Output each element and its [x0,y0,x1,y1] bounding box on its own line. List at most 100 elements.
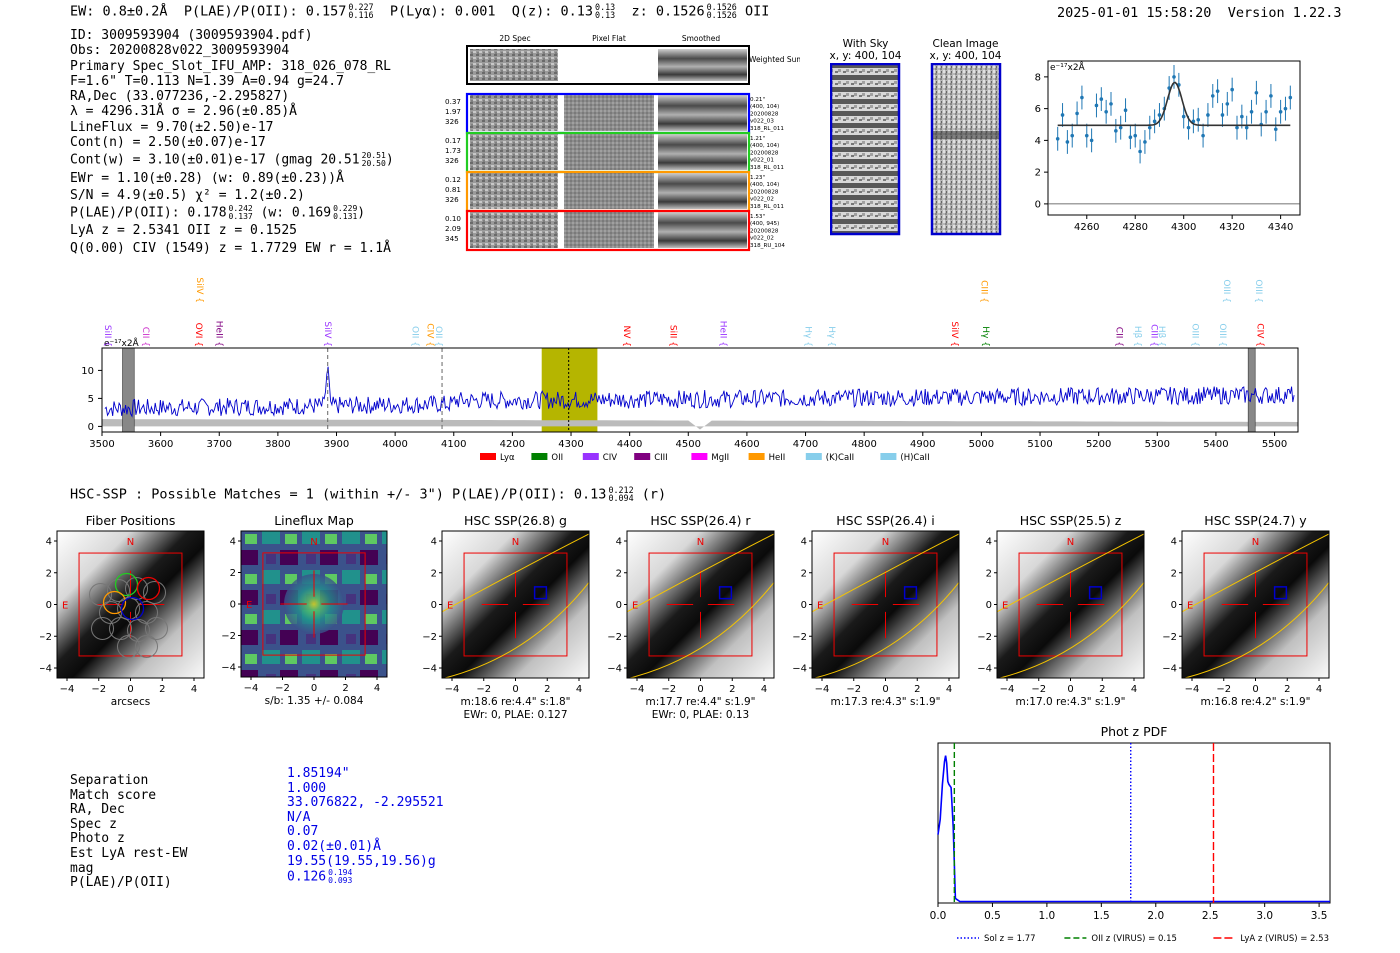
hsc-y-tick-label: 0 [46,600,52,611]
spectrum-x-tick-label: 5000 [969,439,994,450]
hsc-y-tick-label: −4 [607,664,622,675]
zoom-data-point [1138,149,1142,154]
hsc-target-box [903,586,918,600]
cutout-pixel-flat [564,212,654,248]
cutout-right-label: 318_RL_011 [750,165,784,171]
hsc-east-label: E [1187,601,1193,612]
fiber-circle [125,577,148,600]
spectrum-line-label: SiIV { [194,277,204,303]
zoom-data-point [1133,133,1138,138]
hsc-ellipse-arc [626,533,775,613]
zoom-data-point [1070,133,1075,138]
match-value: 33.076822, -2.295521 [287,795,444,811]
hsc-x-tick-label: 0 [512,684,518,695]
zoom-unit-label: e⁻¹⁷x2Å [1050,61,1086,73]
hsc-panel-title: HSC SSP(25.5) z [1020,513,1122,528]
hsc-x-tick-label: 2 [729,684,735,695]
zoom-data-point [1118,125,1123,130]
spectrum-x-tick-label: 4700 [793,439,818,450]
spectrum-line-label: NV { [621,326,631,347]
zoom-spectrum-chart: 4260 4280 4300 4320 4340 0 2 4 6 8 e⁻¹⁷x2Å [1035,60,1301,233]
zoom-y-tick-label: 0 [1035,199,1041,210]
hsc-panel-caption: s/b: 1.35 +/- 0.084 [265,695,364,707]
spectrum-line-label: CIV { [424,323,434,347]
spectrum-x-tick-label: 3700 [207,439,232,450]
photz-title: Phot z PDF [1100,724,1168,739]
match-label: mag [70,860,94,876]
header-datetime: 2025-01-01 15:58:20 [1057,5,1212,21]
cutout-smoothed [658,173,747,209]
zoom-data-point [1206,113,1210,117]
zoom-data-point [1152,119,1157,124]
hsc-x-tick-label: 2 [1099,684,1105,695]
header-ew: EW: 0.8±0.2Å [70,3,168,20]
zoom-data-point [1196,117,1201,122]
spectrum-axes-frame [101,347,1299,433]
cutout-right-label: 318_RL_011 [750,126,784,132]
hsc-east-label: E [246,600,252,611]
fiber-circle-highlight [136,576,161,601]
spectrum-x-tick-label: 4800 [851,439,876,450]
hsc-y-tick-label: 0 [230,600,236,611]
photz-x-tick-label: 2.0 [1147,910,1164,922]
hsc-target-box [1088,586,1103,600]
spectrum-legend-swatch [634,453,651,460]
hsc-panel-title: HSC SSP(26.4) i [836,513,934,528]
cutout-right-label: 20200828 [750,228,779,234]
hsc-y-tick-label: 4 [986,537,992,548]
zoom-x-tick-label: 4280 [1123,222,1148,233]
spectrum-legend-label: (H)CaII [900,453,929,463]
spectrum-unit-label: e⁻¹⁷x2Å [104,337,140,349]
hsc-y-tick-label: 2 [230,568,236,579]
cutout-smoothed [658,95,747,131]
hsc-aperture-box [1018,552,1123,657]
cutout-left-label: 0.12 [445,175,461,184]
hsc-summary: HSC-SSP : Possible Matches = 1 (within +… [70,485,667,504]
hsc-panel-caption: m:18.6 re:4.4" s:1.8" [461,696,571,708]
cutout-left-label: 345 [445,234,459,243]
hsc-ellipse-arc [814,582,960,679]
zoom-data-point [1201,133,1205,138]
hsc-panel-title: HSC SSP(26.8) g [464,513,567,528]
info-contw: Cont(w) = 3.10(±0.01)e-17 (gmag 20.51 20.… [70,151,394,169]
info-line: Primary Spec_Slot_IFU_AMP: 318_026_078_R… [70,58,391,74]
zoom-data-point [1114,129,1118,133]
info-sn: S/N = 4.9(±0.5) χ² = 1.2(±0.2) [70,187,305,203]
spectrum-x-tick-label: 4300 [558,439,583,450]
fiber-circle [107,579,130,602]
hsc-north-label: N [127,537,134,548]
zoom-data-point [1172,75,1176,79]
spectrum-x-tick-label: 5300 [1145,439,1170,450]
zoom-data-point [1283,106,1288,111]
hsc-y-tick-label: 2 [801,568,807,579]
photz-pdf-chart: 0.0 0.5 1.0 1.5 2.0 2.5 3.0 3.5 Sol z = 1.77 OII … [930,742,1331,944]
match-value: 0.07 [287,824,319,840]
hsc-y-tick-label: −2 [221,631,236,642]
spectrum-line-label: Hγ { [826,326,836,347]
cutout-right-label: (400, 104) [750,143,779,149]
hsc-y-tick-label: −2 [607,632,622,643]
cutout-left-label: 326 [445,117,459,126]
fiber-circle [117,635,140,658]
spectrum-x-tick-label: 3900 [324,439,349,450]
match-label: Separation [70,773,149,788]
hsc-panel-caption: EWr: 0, PLAE: 0.127 [463,709,567,721]
hsc-y-tick-label: 0 [1171,600,1177,611]
zoom-y-tick-label: 8 [1035,72,1041,83]
zoom-x-tick-label: 4340 [1268,222,1293,233]
info-line: ID: 3009593904 (3009593904.pdf) [70,28,313,43]
hsc-x-tick-label: −4 [60,684,75,695]
hsc-panel-title: HSC SSP(24.7) y [1204,513,1307,528]
info-line: λ = 4296.31Å σ = 2.96(±0.85)Å [70,104,297,120]
cutout-right-label: v022_02 [750,236,774,242]
spectrum-x-tick-label: 5200 [1086,439,1111,450]
zoom-data-point [1249,110,1254,114]
cutout-right-label: 1.23" [750,175,765,181]
zoom-y-tick-label: 2 [1035,168,1041,179]
hsc-x-tick-label: 2 [914,684,920,695]
hsc-north-label: N [512,537,519,548]
hsc-ellipse-arc [999,582,1145,679]
hsc-x-tick-label: −4 [1000,684,1015,695]
cutout-left-label: 2.09 [445,224,461,233]
header-summary: EW: 0.8±0.2Å P(LAE)/P(OII): 0.157 0.227 0.… [70,3,769,20]
